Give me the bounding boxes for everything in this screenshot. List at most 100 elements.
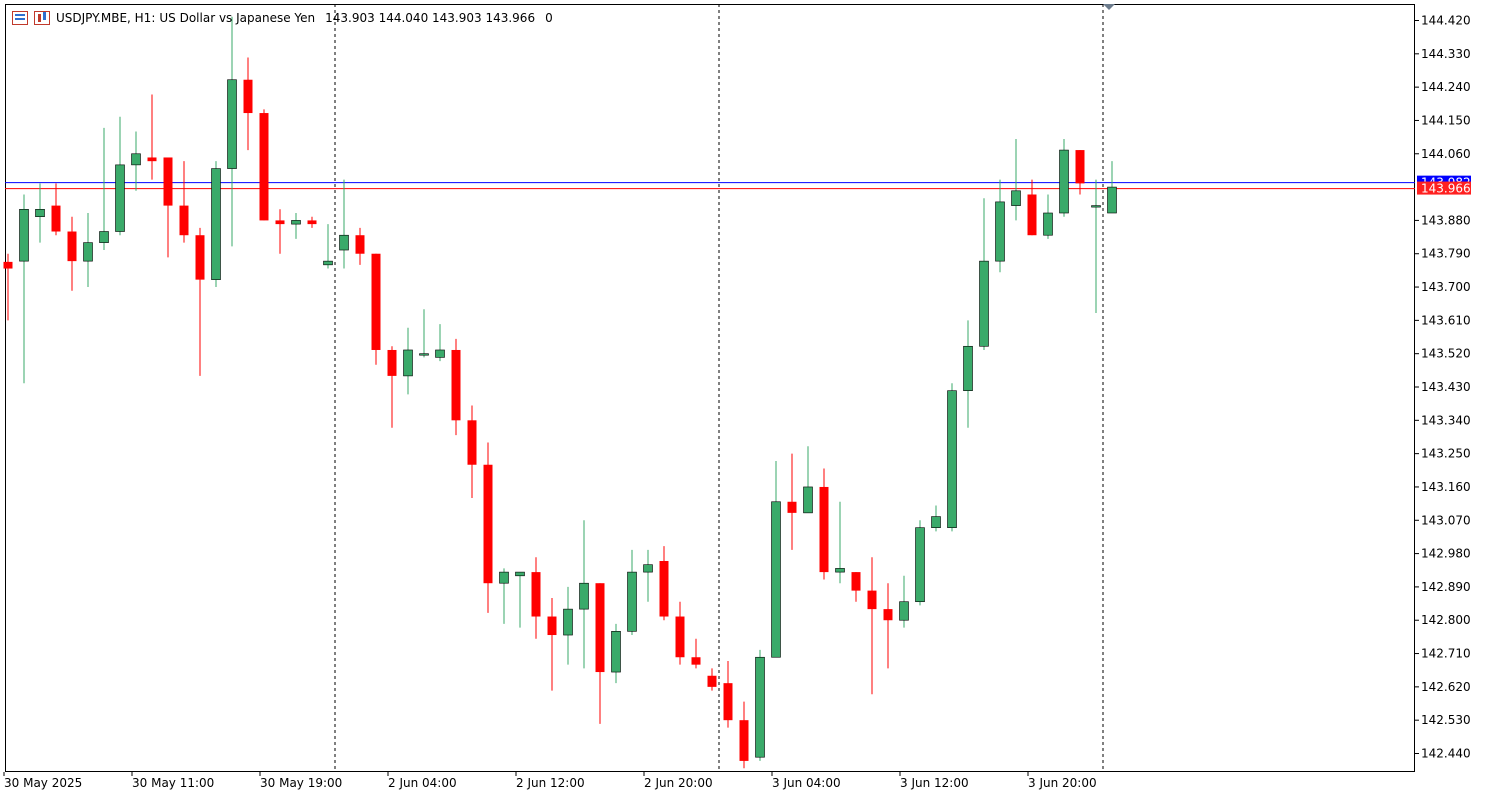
symbol-label: USDJPY.MBE, H1: [56, 11, 156, 25]
candle-body [1043, 212, 1053, 236]
y-tick-label: 142.440 [1421, 747, 1471, 761]
candle-body [435, 349, 445, 358]
y-tick-label: 144.150 [1421, 113, 1471, 127]
y-tick-label: 142.530 [1421, 713, 1471, 727]
candle-21 [339, 179, 349, 269]
y-tick-label: 143.700 [1421, 280, 1471, 294]
candle-39 [627, 549, 637, 636]
candle-body [963, 345, 973, 392]
y-tick-label: 144.060 [1421, 147, 1471, 161]
candle-body [483, 464, 493, 584]
candle-body [467, 420, 477, 465]
candle-body [579, 582, 589, 610]
chart-type-icon[interactable] [34, 11, 50, 25]
candle-27 [435, 324, 445, 362]
x-tick-label: 2 Jun 04:00 [388, 776, 457, 790]
candle-0 [3, 253, 13, 321]
candle-body [883, 609, 893, 621]
candle-body [675, 616, 685, 658]
candle-44 [707, 668, 717, 691]
candle-body [979, 260, 989, 347]
candle-10 [163, 157, 173, 258]
candle-69 [1107, 161, 1117, 214]
candle-body [659, 560, 669, 617]
candle-37 [595, 583, 605, 724]
candle-58 [931, 505, 941, 532]
candle-32 [515, 571, 525, 628]
x-tick-label: 2 Jun 12:00 [516, 776, 585, 790]
candle-54 [867, 557, 877, 695]
chart-shift-arrow-icon[interactable] [1103, 4, 1115, 10]
y-tick-label: 142.980 [1421, 547, 1471, 561]
candle-15 [243, 57, 253, 151]
candle-25 [403, 327, 413, 395]
candle-19 [307, 216, 317, 228]
candle-65 [1043, 194, 1053, 239]
candle-23 [371, 253, 381, 365]
candle-body [835, 568, 845, 573]
volume-value: 0 [545, 11, 553, 25]
candle-body [99, 231, 109, 243]
candle-26 [419, 309, 429, 358]
candle-17 [275, 209, 285, 254]
candle-body [403, 349, 413, 377]
x-tick-label: 3 Jun 12:00 [900, 776, 969, 790]
candle-20 [323, 224, 333, 269]
x-tick-label: 2 Jun 20:00 [644, 776, 713, 790]
candle-36 [579, 520, 589, 669]
candle-body [803, 486, 813, 514]
candle-49 [787, 453, 797, 550]
candle-body [243, 79, 253, 114]
candle-body [371, 253, 381, 350]
y-tick-label: 142.710 [1421, 647, 1471, 661]
candle-5 [83, 213, 93, 288]
candle-31 [499, 568, 509, 624]
candle-body [3, 261, 13, 269]
y-tick-label: 143.610 [1421, 313, 1471, 327]
candle-38 [611, 623, 621, 684]
y-tick-label: 143.250 [1421, 447, 1471, 461]
candle-body [131, 153, 141, 166]
candle-43 [691, 638, 701, 669]
candle-6 [99, 127, 109, 251]
candle-3 [51, 183, 61, 236]
candle-52 [835, 501, 845, 584]
x-tick-label: 30 May 19:00 [260, 776, 342, 790]
y-tick-label: 143.340 [1421, 413, 1471, 427]
candle-45 [723, 660, 733, 728]
candle-55 [883, 583, 893, 669]
candle-2 [35, 183, 45, 243]
candle-body [1075, 150, 1085, 184]
candle-body [179, 205, 189, 236]
candle-body [947, 390, 957, 528]
candle-body [499, 571, 509, 584]
candle-14 [227, 16, 237, 247]
x-tick-label: 30 May 2025 [4, 776, 82, 790]
y-tick-label: 144.240 [1421, 80, 1471, 94]
chart-header: USDJPY.MBE, H1: US Dollar vs Japanese Ye… [12, 10, 553, 26]
y-tick-label: 143.790 [1421, 247, 1471, 261]
candle-body [1027, 194, 1037, 236]
y-tick-label: 144.420 [1421, 14, 1471, 28]
candle-41 [659, 546, 669, 621]
y-tick-label: 143.160 [1421, 480, 1471, 494]
candle-body [819, 486, 829, 573]
chart-frame[interactable] [5, 4, 1415, 772]
candle-body [35, 209, 45, 218]
candle-body [387, 349, 397, 376]
candle-30 [483, 442, 493, 613]
candle-33 [531, 557, 541, 639]
candle-body [899, 601, 909, 621]
candle-22 [355, 227, 365, 265]
candle-46 [739, 701, 749, 769]
candle-body [691, 657, 701, 665]
candle-body [1059, 149, 1069, 214]
candle-40 [643, 549, 653, 602]
candle-16 [259, 109, 269, 221]
candle-body [51, 205, 61, 232]
y-tick-label: 143.880 [1421, 213, 1471, 227]
y-tick-label: 142.890 [1421, 580, 1471, 594]
symbol-list-icon[interactable] [12, 11, 28, 25]
candle-body [419, 353, 429, 356]
